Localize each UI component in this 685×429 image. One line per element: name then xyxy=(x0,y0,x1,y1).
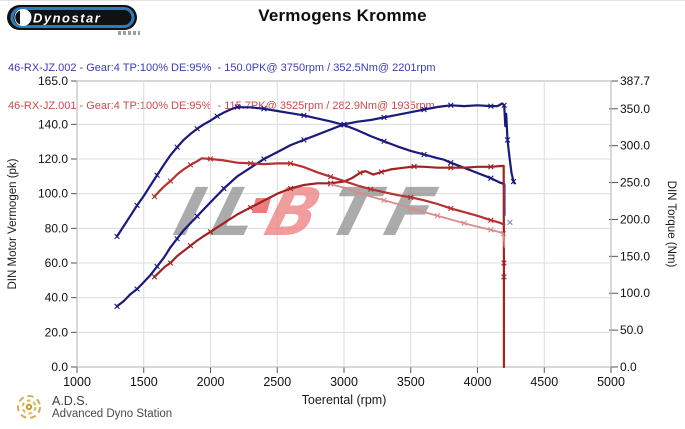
x-tick-label: 3000 xyxy=(330,375,358,389)
x-tick-label: 1000 xyxy=(63,375,91,389)
y-right-tick-label: 200.0 xyxy=(620,212,650,226)
curve-torque-001 xyxy=(153,157,506,226)
y-left-tick-label: 20.0 xyxy=(45,325,69,339)
y-right-tick-label: 100.0 xyxy=(620,286,650,300)
x-tick-label: 3500 xyxy=(397,375,425,389)
curve-power-001 xyxy=(153,164,505,369)
ads-name: Advanced Dyno Station xyxy=(52,407,173,420)
y-left-tick-label: 140.0 xyxy=(38,117,68,131)
ads-swirl-icon xyxy=(17,395,41,419)
curve-power-002 xyxy=(115,102,516,308)
y-right-tick-label: 50.0 xyxy=(620,323,644,337)
y-right-tick-label: 150.0 xyxy=(620,249,650,263)
page-title: Vermogens Kromme xyxy=(258,6,427,25)
dynostar-logo-text: Dynostar xyxy=(33,11,101,26)
curve-torque-001-raw xyxy=(329,183,506,248)
x-tick-label: 4000 xyxy=(464,375,492,389)
y-axis-left-label: DIN Motor Vermogen (pk) xyxy=(7,158,19,289)
x-tick-label: 2000 xyxy=(197,375,225,389)
logo-fineprint xyxy=(118,31,140,35)
x-tick-label: 2500 xyxy=(263,375,291,389)
dynostar-logo-graphic: Dynostar xyxy=(7,5,137,30)
x-tick-label: 5000 xyxy=(597,375,625,389)
run-legend: 46-RX-JZ.002 - Gear:4 TP:100% DE:95% - 1… xyxy=(8,37,436,137)
y-left-tick-label: 80.0 xyxy=(45,221,69,235)
curve-torque-002 xyxy=(115,105,506,238)
y-left-tick-label: 100.0 xyxy=(38,187,68,201)
legend-run-002: 46-RX-JZ.002 - Gear:4 TP:100% DE:95% - 1… xyxy=(8,62,436,74)
ads-abbr: A.D.S. xyxy=(52,393,89,408)
y-right-tick-label: 387.7 xyxy=(620,74,650,88)
y-right-tick-label: 350.0 xyxy=(620,102,650,116)
y-right-tick-label: 0.0 xyxy=(620,360,637,374)
y-right-tick-label: 250.0 xyxy=(620,176,650,190)
y-left-tick-label: 0.0 xyxy=(51,360,68,374)
y-left-tick-label: 165.0 xyxy=(38,74,68,88)
y-left-tick-label: 120.0 xyxy=(38,152,68,166)
x-axis-label: Toerental (rpm) xyxy=(302,393,387,407)
y-left-tick-label: 40.0 xyxy=(45,291,69,305)
ads-brand: A.D.S. Advanced Dyno Station xyxy=(14,392,172,422)
y-left-tick-label: 60.0 xyxy=(45,256,69,270)
x-tick-label: 1500 xyxy=(130,375,158,389)
curve-marker-x xyxy=(507,219,513,226)
dynostar-logo: Dynostar xyxy=(6,4,140,32)
x-tick-label: 4500 xyxy=(530,375,558,389)
legend-run-001: 46-RX-JZ.001 - Gear:4 TP:100% DE:95% - 1… xyxy=(8,99,435,112)
y-axis-right-label: DIN Torque (Nm) xyxy=(665,181,677,268)
y-right-tick-label: 300.0 xyxy=(620,139,650,153)
